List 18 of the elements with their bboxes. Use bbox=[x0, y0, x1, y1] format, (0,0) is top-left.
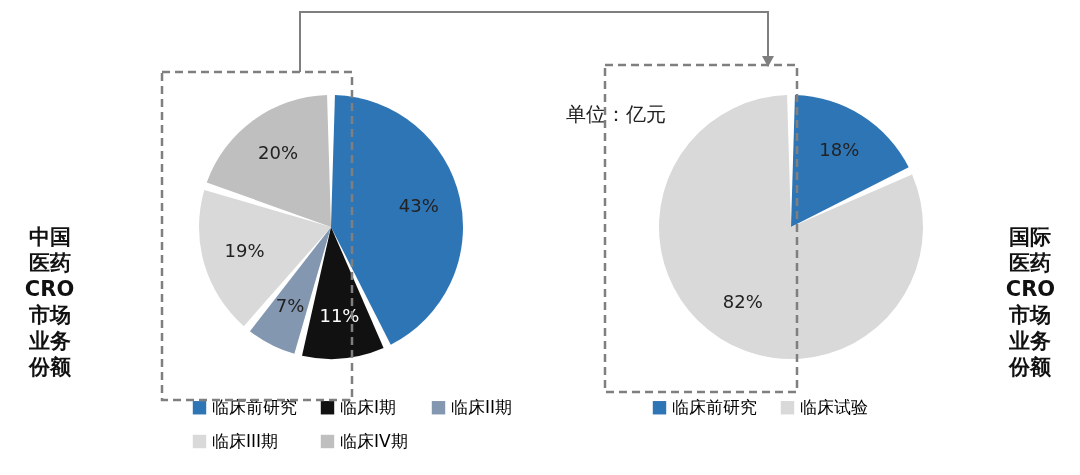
data-label: 43% bbox=[398, 195, 439, 217]
pie-slice bbox=[206, 95, 331, 227]
data-label: 11% bbox=[319, 304, 360, 326]
data-label: 19% bbox=[224, 240, 265, 262]
legend-label: 临床试验 bbox=[800, 396, 868, 417]
legend-label: 临床III期 bbox=[212, 430, 279, 451]
legend-label: 临床IV期 bbox=[340, 430, 408, 451]
data-label: 20% bbox=[258, 142, 299, 164]
text: 中国医药CRO市场业务份额 bbox=[24, 225, 75, 379]
pie-slice bbox=[791, 95, 909, 227]
legend-label: 临床前研究 bbox=[672, 396, 757, 417]
text: 国际医药CRO市场业务份额 bbox=[1005, 225, 1056, 379]
legend-label: 临床II期 bbox=[451, 396, 513, 417]
legend-label: 临床I期 bbox=[340, 396, 397, 417]
data-label: 7% bbox=[275, 295, 305, 317]
data-label: 82% bbox=[722, 290, 763, 312]
data-label: 18% bbox=[819, 139, 860, 161]
text: 单位：亿元 bbox=[566, 102, 666, 126]
